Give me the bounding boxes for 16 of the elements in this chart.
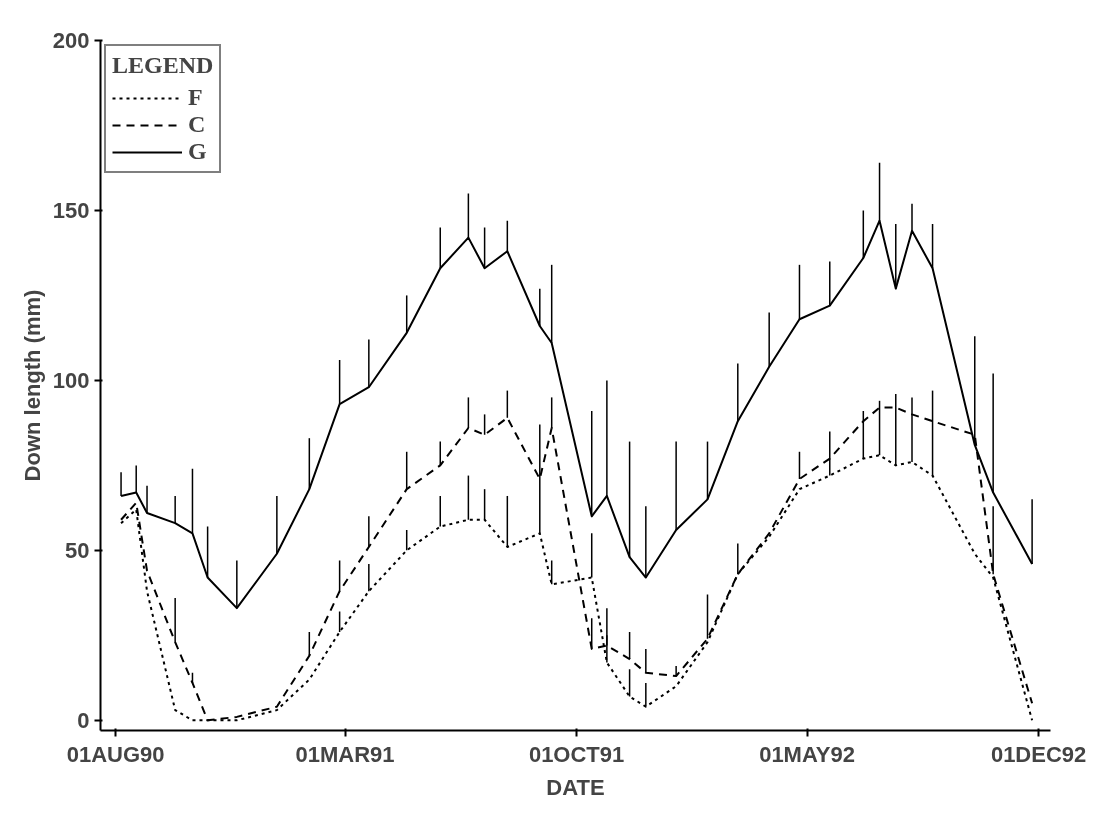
x-tick-label: 01DEC92 bbox=[990, 741, 1087, 767]
x-tick-label: 01AUG90 bbox=[66, 741, 165, 767]
y-tick-label: 0 bbox=[77, 707, 90, 733]
y-axis-title: Down length (mm) bbox=[19, 289, 45, 482]
y-tick-label: 200 bbox=[52, 28, 90, 53]
x-tick-label: 01MAR91 bbox=[295, 741, 395, 767]
y-tick-label: 150 bbox=[52, 197, 90, 223]
legend-label: G bbox=[188, 138, 208, 165]
x-tick-label: 01MAY92 bbox=[759, 741, 855, 767]
legend-title: LEGEND bbox=[112, 52, 214, 79]
y-tick-label: 50 bbox=[65, 537, 90, 563]
x-tick-label: 01OCT91 bbox=[528, 741, 625, 767]
legend-label: C bbox=[188, 111, 207, 138]
legend-label: F bbox=[188, 84, 204, 111]
y-tick-label: 100 bbox=[52, 367, 90, 393]
x-axis-title: DATE bbox=[546, 774, 605, 800]
